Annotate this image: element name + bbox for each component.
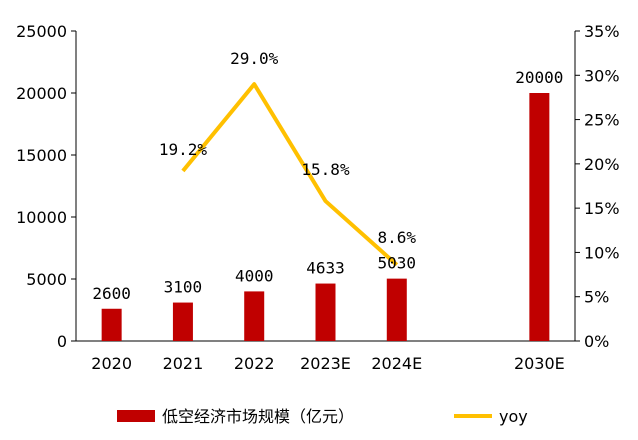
bar-data-label: 5030 xyxy=(378,254,417,273)
legend: 低空经济市场规模（亿元） yoy xyxy=(117,407,528,426)
y-right-tick-label: 30% xyxy=(584,66,620,85)
data-labels: 2600 3100 4000 4633 5030 20000 19.2% 29.0% 15.8%… xyxy=(92,49,563,303)
x-tick-label: 2021 xyxy=(163,354,204,373)
bar xyxy=(386,278,407,341)
bar-data-label: 4000 xyxy=(235,266,274,285)
y-right-tick-label: 10% xyxy=(584,243,620,262)
bar-data-label: 4633 xyxy=(306,259,345,278)
y-left-tick-label: 15000 xyxy=(16,146,67,165)
legend-label-bar: 低空经济市场规模（亿元） xyxy=(162,407,354,426)
line-data-label: 19.2% xyxy=(159,140,208,159)
bar xyxy=(101,308,122,341)
line-data-label: 29.0% xyxy=(230,49,279,68)
x-axis-ticks: 2020 2021 2022 2023E 2024E 2030E xyxy=(91,354,564,373)
y-right-tick-label: 20% xyxy=(584,155,620,174)
x-tick-label: 2023E xyxy=(300,354,351,373)
x-tick-label: 2022 xyxy=(234,354,275,373)
y-left-tick-label: 20000 xyxy=(16,84,67,103)
legend-label-line: yoy xyxy=(499,407,528,426)
line-series xyxy=(181,82,399,267)
bar xyxy=(172,302,193,341)
line-data-label: 15.8% xyxy=(301,160,350,179)
line-data-label: 8.6% xyxy=(378,228,417,247)
y-left-tick-label: 25000 xyxy=(16,22,67,41)
bar xyxy=(244,291,265,341)
y-left-tick-label: 5000 xyxy=(26,270,67,289)
y-right-tick-label: 0% xyxy=(584,332,609,351)
y-right-tick-label: 15% xyxy=(584,199,620,218)
y-right-tick-label: 5% xyxy=(584,288,609,307)
y-right-tick-label: 35% xyxy=(584,22,620,41)
x-tick-label: 2024E xyxy=(371,354,422,373)
bar-series xyxy=(101,93,550,341)
bar-data-label: 3100 xyxy=(164,278,203,297)
bar-data-label: 20000 xyxy=(515,68,563,87)
bar xyxy=(529,93,550,341)
bar-data-label: 2600 xyxy=(92,284,131,303)
x-tick-label: 2030E xyxy=(514,354,565,373)
y-right-tick-label: 25% xyxy=(584,111,620,130)
x-tick-label: 2020 xyxy=(91,354,132,373)
y-left-tick-label: 10000 xyxy=(16,208,67,227)
yoy-line xyxy=(181,82,399,267)
bar xyxy=(315,283,336,341)
axes: 0 5000 10000 15000 20000 25000 0% 5% 10% 15% 20% 25… xyxy=(16,22,619,351)
legend-swatch-bar xyxy=(117,410,155,422)
y-left-tick-label: 0 xyxy=(57,332,67,351)
